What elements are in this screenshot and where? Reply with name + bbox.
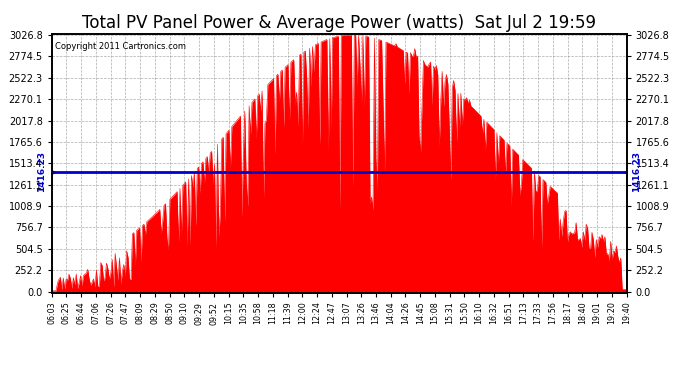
Title: Total PV Panel Power & Average Power (watts)  Sat Jul 2 19:59: Total PV Panel Power & Average Power (wa… — [82, 14, 596, 32]
Text: 1416.23: 1416.23 — [37, 151, 46, 192]
Text: 1416.23: 1416.23 — [632, 151, 641, 192]
Text: Copyright 2011 Cartronics.com: Copyright 2011 Cartronics.com — [55, 42, 186, 51]
